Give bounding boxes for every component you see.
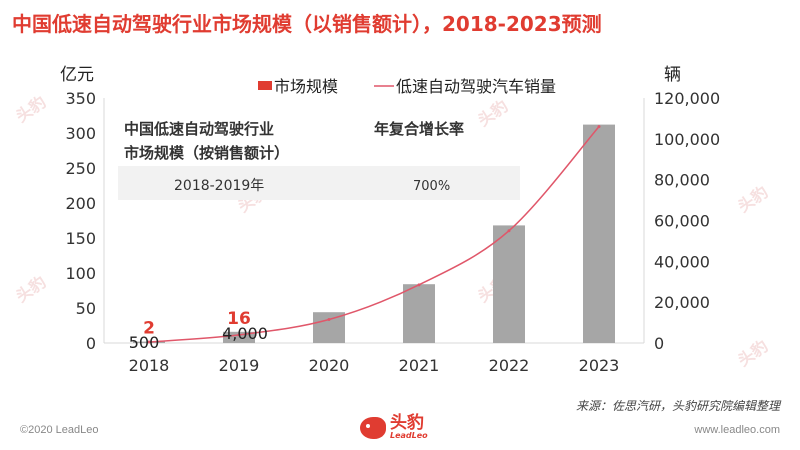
legend: 市场规模 低速自动驾驶汽车销量 <box>258 77 556 96</box>
left-tick-label: 150 <box>65 229 96 248</box>
left-tick-label: 350 <box>65 89 96 108</box>
x-tick-label: 2021 <box>399 356 440 375</box>
legend-bar-label: 市场规模 <box>274 77 338 96</box>
right-tick-label: 60,000 <box>654 212 710 231</box>
left-tick-label: 50 <box>76 299 96 318</box>
source-note: 来源：佐思汽研，头豹研究院编辑整理 <box>575 399 780 413</box>
right-tick-label: 20,000 <box>654 293 710 312</box>
bar <box>583 124 615 343</box>
inset-header-left-line2: 市场规模（按销售额计） <box>124 144 289 162</box>
line-data-label: 500 <box>129 333 160 352</box>
line-point <box>597 125 601 129</box>
line-data-label: 4,000 <box>222 324 268 343</box>
inset-table: 中国低速自动驾驶行业 市场规模（按销售额计） 年复合增长率 2018-2019年… <box>118 120 520 200</box>
x-tick-label: 2022 <box>489 356 530 375</box>
copyright: ©2020 LeadLeo <box>20 424 99 436</box>
sales-line <box>148 126 600 343</box>
plot-area: 0 50 100 150 200 250 300 350 0 20,000 40,000 60,000… <box>65 89 720 375</box>
legend-line-label: 低速自动驾驶汽车销量 <box>396 77 556 96</box>
left-tick-label: 250 <box>65 159 96 178</box>
left-tick-label: 100 <box>65 264 96 283</box>
right-tick-label: 40,000 <box>654 252 710 271</box>
right-tick-label: 80,000 <box>654 171 710 190</box>
bar-data-label: 2 <box>143 319 155 339</box>
bar <box>313 312 345 343</box>
line-point <box>327 318 331 322</box>
bar <box>403 284 435 343</box>
line-point <box>237 333 241 337</box>
leopard-icon <box>360 416 386 439</box>
line-point <box>507 229 511 233</box>
right-tick-label: 0 <box>654 334 664 353</box>
leadleo-logo: 头豹 LeadLeo <box>360 415 428 440</box>
logo-cn: 头豹 <box>390 413 424 433</box>
inset-header-right: 年复合增长率 <box>374 120 464 138</box>
bar <box>223 331 255 343</box>
website-link[interactable]: www.leadleo.com <box>694 424 780 436</box>
right-axis-unit: 辆 <box>664 65 681 85</box>
inset-table-bg <box>118 166 520 200</box>
inset-row-right: 700% <box>413 179 450 194</box>
left-tick-label: 300 <box>65 124 96 143</box>
bar-data-label: 16 <box>227 309 251 329</box>
inset-row-left: 2018-2019年 <box>174 178 264 194</box>
x-tick-label: 2020 <box>309 356 350 375</box>
x-tick-label: 2019 <box>219 356 260 375</box>
left-tick-label: 200 <box>65 194 96 213</box>
line-point <box>417 283 421 287</box>
legend-bar-swatch <box>258 81 272 90</box>
right-tick-label: 120,000 <box>654 89 720 108</box>
line-point <box>147 340 151 344</box>
x-tick-label: 2023 <box>579 356 620 375</box>
bar <box>493 225 525 343</box>
x-tick-label: 2018 <box>129 356 170 375</box>
logo-en: LeadLeo <box>390 431 428 440</box>
right-tick-label: 100,000 <box>654 130 720 149</box>
left-axis-unit: 亿元 <box>60 65 94 85</box>
left-tick-label: 0 <box>86 334 96 353</box>
inset-header-left-line1: 中国低速自动驾驶行业 <box>124 120 274 138</box>
page-title: 中国低速自动驾驶行业市场规模（以销售额计），2018-2023预测 <box>12 12 602 36</box>
